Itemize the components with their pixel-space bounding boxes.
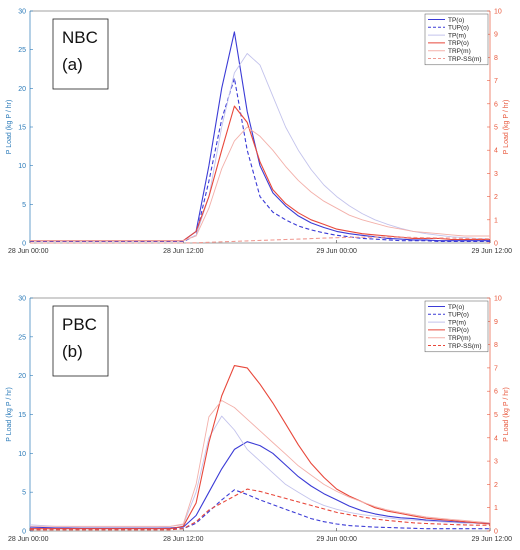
y-right-tick-label: 1 [494, 505, 498, 512]
y-right-tick-label: 6 [494, 389, 498, 396]
legend-entry: TRP-SS(m) [448, 343, 482, 350]
chart-panel-2: 0 5 10 15 20 25 30 0 1 2 3 4 5 6 7 8 9 10 28 Jun 00:00 28 J… [6, 296, 512, 544]
x-tick-label: 28 Jun 12:00 [163, 248, 204, 255]
y-left-tick-label: 5 [22, 490, 26, 497]
y-left-tick-label: 30 [18, 296, 26, 303]
y-left-tick-label: 0 [22, 241, 26, 248]
legend-entry: TUP(o) [448, 312, 469, 319]
y-axis-right-label: P Load (kg P / hr) [503, 100, 510, 155]
y-right-tick-label: 10 [494, 9, 502, 16]
series-line-trp-m- [30, 400, 491, 527]
legend-entry: TP(o) [448, 304, 464, 311]
y-axis-left-label: P Load (kg P / hr) [6, 387, 13, 442]
y-right-tick-label: 6 [494, 101, 498, 108]
series-line-tup-o- [30, 77, 490, 243]
site-label: PBC [62, 315, 97, 334]
y-right-tick-label: 8 [494, 55, 498, 62]
site-label-box [52, 305, 109, 377]
legend-entry: TRP(o) [448, 327, 469, 334]
y-left-tick-label: 30 [18, 9, 26, 16]
site-label-box [52, 18, 109, 90]
y-right-tick-label: 4 [494, 148, 498, 155]
legend-box [424, 300, 489, 353]
y-right-tick-label: 10 [494, 296, 502, 303]
y-left-tick-label: 20 [18, 373, 26, 380]
legend-entry: TRP(m) [448, 335, 471, 342]
y-right-tick-label: 3 [494, 171, 498, 178]
legend-entry: TRP(o) [448, 40, 469, 47]
series-line-trp-ss-m- [30, 236, 491, 244]
y-right-tick-label: 5 [494, 125, 498, 132]
y-left-tick-label: 10 [18, 163, 26, 170]
y-right-tick-label: 7 [494, 365, 498, 372]
series-line-trp-o- [30, 105, 490, 242]
series-line-trp-o- [30, 365, 491, 530]
y-axis-right-label: P Load (kg P / hr) [503, 387, 510, 442]
y-right-tick-label: 7 [494, 78, 498, 85]
x-tick-label: 29 Jun 00:00 [316, 248, 357, 255]
y-right-tick-label: 8 [494, 342, 498, 349]
y-right-tick-label: 0 [494, 529, 498, 536]
site-label: NBC [62, 28, 98, 47]
legend-entry: TUP(o) [448, 25, 469, 32]
legend-entry: TP(m) [448, 32, 466, 39]
y-left-tick-label: 25 [18, 334, 26, 341]
y-left-tick-label: 25 [18, 47, 26, 54]
x-tick-label: 28 Jun 00:00 [8, 248, 49, 255]
y-right-tick-label: 0 [494, 241, 498, 248]
y-left-tick-label: 0 [22, 529, 26, 536]
y-right-tick-label: 1 [494, 217, 498, 224]
legend-entry: TP(o) [448, 17, 464, 24]
y-right-tick-label: 5 [494, 412, 498, 419]
y-left-tick-label: 20 [18, 86, 26, 93]
y-left-tick-label: 10 [18, 451, 26, 458]
x-tick-label: 28 Jun 12:00 [163, 536, 204, 543]
y-right-tick-label: 3 [494, 459, 498, 466]
legend-entry: TP(m) [448, 319, 466, 326]
legend-box [424, 13, 489, 66]
x-tick-label: 28 Jun 00:00 [8, 536, 49, 543]
y-right-tick-label: 9 [494, 32, 498, 39]
series-line-trp-m- [30, 126, 490, 242]
panel-label: (a) [62, 55, 83, 74]
legend-entry: TRP(m) [448, 48, 471, 55]
y-right-tick-label: 2 [494, 482, 498, 489]
panel-label: (b) [62, 342, 83, 361]
y-axis-left-label: P Load (kg P / hr) [6, 100, 13, 155]
y-left-tick-label: 5 [22, 202, 26, 209]
y-right-tick-label: 4 [494, 435, 498, 442]
y-right-tick-label: 2 [494, 194, 498, 201]
series-line-trp-ss-m- [30, 488, 490, 531]
y-right-tick-label: 9 [494, 319, 498, 326]
x-tick-label: 29 Jun 12:00 [472, 536, 513, 543]
series-line-tp-o- [29, 441, 490, 529]
legend-entry: TRP-SS(m) [448, 56, 482, 63]
series-line-tp-m- [29, 415, 491, 528]
x-tick-label: 29 Jun 00:00 [316, 536, 357, 543]
y-left-tick-label: 15 [18, 412, 26, 419]
y-left-tick-label: 15 [18, 125, 26, 132]
chart-panel-1: 0 5 10 15 20 25 30 0 1 2 3 4 5 6 7 8 9 10 28 Jun 00:00 28 J… [6, 9, 512, 256]
x-tick-label: 29 Jun 12:00 [472, 248, 513, 255]
